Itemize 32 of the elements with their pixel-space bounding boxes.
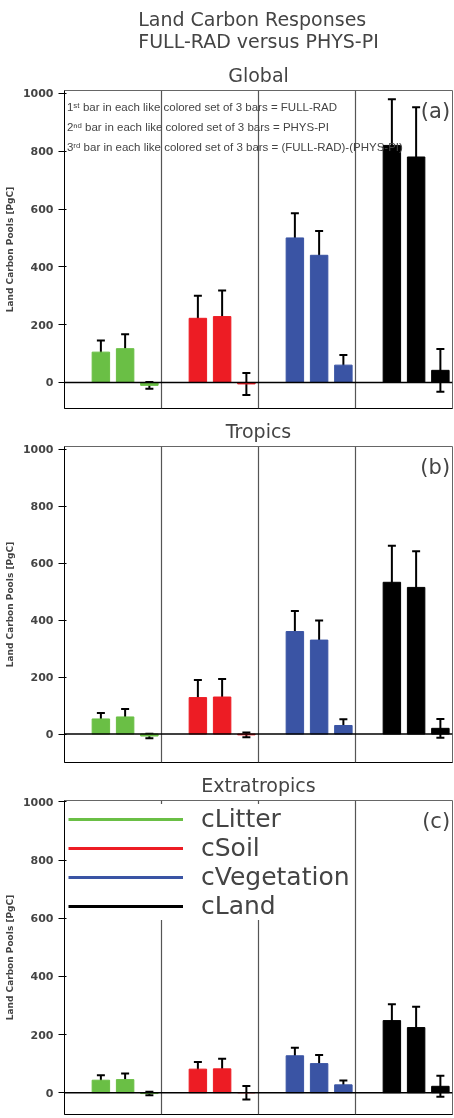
y-tick-label: 200 xyxy=(30,671,54,685)
y-tick-label: 800 xyxy=(30,854,54,868)
chart-subtitle: Global xyxy=(228,63,289,86)
y-tick-label: 0 xyxy=(45,1086,54,1100)
y-tick-label: 800 xyxy=(30,500,54,514)
y-tick-label: 400 xyxy=(30,614,54,628)
annotation: (b) xyxy=(420,454,451,479)
y-tick-label: 600 xyxy=(30,203,54,217)
legend-label: cLitter xyxy=(201,804,281,833)
y-tick-label: 0 xyxy=(45,376,54,390)
annotation: (a) xyxy=(420,98,451,123)
y-tick-label: 1000 xyxy=(22,87,54,101)
y-tick-label: 200 xyxy=(30,318,54,332)
y-tick-label: 600 xyxy=(30,912,54,926)
y-axis-title: Land Carbon Pools [PgC] xyxy=(4,186,15,313)
y-tick-label: 400 xyxy=(30,260,54,274)
chart-subtitle: Extratropics xyxy=(201,773,316,796)
y-tick-label: 800 xyxy=(30,145,54,159)
y-tick-label: 1000 xyxy=(22,795,54,809)
y-tick-label: 0 xyxy=(45,728,54,742)
y-tick-label: 400 xyxy=(30,970,54,984)
y-tick-label: 200 xyxy=(30,1028,54,1042)
y-tick-label: 600 xyxy=(30,557,54,571)
legend-label: cVegetation xyxy=(201,862,350,891)
legend-label: cSoil xyxy=(201,833,260,862)
annotation: (c) xyxy=(422,808,451,833)
y-axis-title: Land Carbon Pools [PgC] xyxy=(4,894,15,1021)
y-axis-title: Land Carbon Pools [PgC] xyxy=(4,541,15,668)
chart-title: Land Carbon Responses FULL-RAD versus PHYS-PI xyxy=(138,7,379,52)
y-tick-label: 1000 xyxy=(22,443,54,457)
legend-label: cLand xyxy=(201,891,276,920)
chart-subtitle: Tropics xyxy=(224,419,292,442)
